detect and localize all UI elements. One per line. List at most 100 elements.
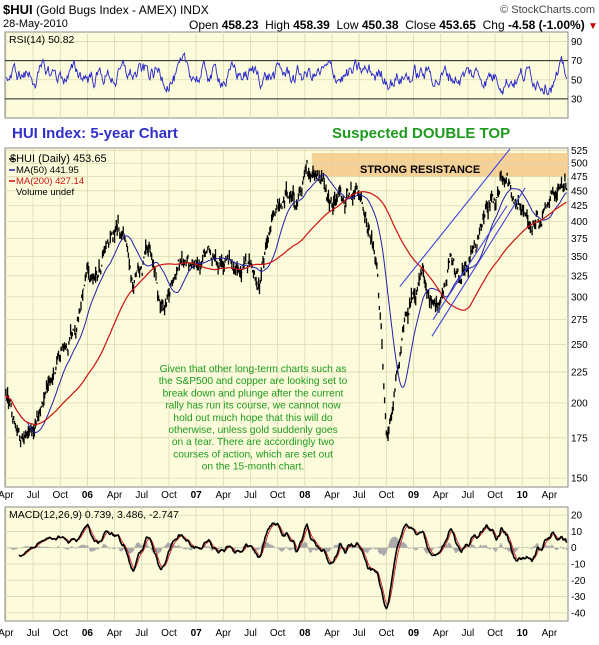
rsi-ytick-label: 70 (571, 56, 583, 67)
price-bars-series (5, 159, 568, 448)
price-ytick-label: 225 (571, 368, 588, 379)
macd-ytick-label: -40 (571, 608, 586, 619)
macd-ytick-label: -10 (571, 560, 586, 571)
macd-ytick-label: 0 (571, 543, 577, 554)
macd-xtick-label: Jul (27, 628, 40, 639)
macd-xtick-label: 07 (191, 628, 203, 639)
macd-line (18, 522, 568, 610)
price-xtick-label: Apr (0, 490, 14, 501)
rsi-ytick-label: 50 (571, 75, 583, 86)
watermark: © StockCharts.com (500, 4, 595, 16)
macd-xtick-label: Apr (324, 628, 340, 639)
price-xtick-label: Jul (353, 490, 366, 501)
price-xtick-label: Apr (433, 490, 449, 501)
macd-xtick-label: Oct (487, 628, 503, 639)
price-xtick-label: Jul (244, 490, 257, 501)
price-ytick-label: 425 (571, 201, 588, 212)
double-top-annotation: Suspected DOUBLE TOP (332, 125, 510, 142)
price-xtick-label: Apr (542, 490, 558, 501)
macd-ytick-label: 10 (571, 527, 583, 538)
price-panel-bg (4, 147, 569, 488)
commentary-line: courses of action, which are set out (173, 449, 333, 460)
price-legend-entry: MA(50) 441.95 (16, 165, 79, 176)
rsi-ytick-label: 90 (571, 37, 583, 48)
macd-xtick-label: Jul (135, 628, 148, 639)
commentary-line: rally has run its course, we cannot now (165, 401, 341, 412)
price-legend-entry: MA(200) 427.14 (16, 176, 84, 187)
chart-annotation-title: HUI Index: 5-year Chart (12, 125, 178, 142)
commentary-line: hold out much hope that this will do (173, 413, 332, 424)
macd-xtick-label: 08 (299, 628, 311, 639)
commentary-line: break down and plunge after the current (163, 388, 344, 399)
price-ytick-label: 250 (571, 340, 588, 351)
macd-xtick-label: Oct (52, 628, 68, 639)
commentary-line: on a tear. There are accordingly two (172, 437, 335, 448)
price-ytick-label: 500 (571, 159, 588, 170)
macd-xtick-label: Apr (0, 628, 14, 639)
macd-xtick-label: Jul (244, 628, 257, 639)
price-ytick-label: 175 (571, 433, 588, 444)
macd-ytick-label: -20 (571, 576, 586, 587)
macd-xtick-label: Jul (461, 628, 474, 639)
chg-label: Chg (482, 18, 505, 32)
macd-ytick-label: -30 (571, 592, 586, 603)
price-ytick-label: 450 (571, 186, 588, 197)
commentary-line: Given that other long-term charts such a… (160, 364, 347, 375)
low-value: 450.38 (361, 18, 399, 32)
price-ytick-label: 275 (571, 315, 588, 326)
price-ytick-label: 375 (571, 234, 588, 245)
rsi-ytick-label: 30 (571, 94, 583, 105)
macd-xtick-label: Apr (107, 628, 123, 639)
price-ytick-label: 325 (571, 271, 588, 282)
trend-line-2 (431, 187, 526, 337)
ma200-line (5, 191, 567, 426)
price-xtick-label: Apr (107, 490, 123, 501)
macd-xtick-label: Apr (433, 628, 449, 639)
price-xtick-label: Oct (487, 490, 503, 501)
open-label: Open (189, 18, 219, 32)
price-xtick-label: Oct (161, 490, 177, 501)
price-ytick-label: 400 (571, 217, 588, 228)
macd-xtick-label: Apr (216, 628, 232, 639)
price-xtick-label: Oct (52, 490, 68, 501)
close-label: Close (405, 18, 436, 32)
price-ytick-label: 150 (571, 474, 588, 485)
chart-date: 28-May-2010 (3, 18, 68, 30)
price-xtick-label: 09 (408, 490, 420, 501)
macd-ytick-label: 20 (571, 511, 583, 522)
price-ytick-label: 475 (571, 172, 588, 183)
price-ytick-label: 350 (571, 252, 588, 263)
chg-value: -4.58 (-1.00%) (507, 18, 585, 32)
price-xtick-label: Oct (379, 490, 395, 501)
price-xtick-label: 10 (517, 490, 529, 501)
rsi-line (5, 52, 568, 96)
chart-header: $HUI (Gold Bugs Index - AMEX) INDX (3, 2, 209, 17)
price-ytick-label: 525 (571, 146, 588, 157)
symbol: $HUI (3, 2, 33, 17)
price-xtick-label: Jul (461, 490, 474, 501)
price-xtick-label: 08 (299, 490, 311, 501)
index-name: (Gold Bugs Index - AMEX) INDX (35, 3, 209, 17)
price-legend-entry: Volume undef (16, 187, 74, 198)
macd-xtick-label: Jul (353, 628, 366, 639)
price-xtick-label: Apr (324, 490, 340, 501)
trend-line-1 (399, 148, 511, 287)
macd-xtick-label: Oct (379, 628, 395, 639)
macd-xtick-label: 09 (408, 628, 420, 639)
resistance-label: STRONG RESISTANCE (360, 164, 480, 176)
macd-xtick-label: Apr (542, 628, 558, 639)
macd-xtick-label: Oct (161, 628, 177, 639)
macd-title: MACD(12,26,9) 0.739, 3.486, -2.747 (9, 509, 179, 521)
commentary-line: otherwise, unless gold suddenly goes (168, 425, 337, 436)
price-ytick-label: 300 (571, 292, 588, 303)
price-ytick-label: 200 (571, 398, 588, 409)
high-value: 458.39 (293, 18, 330, 32)
low-label: Low (336, 18, 359, 32)
rsi-title: RSI(14) 50.82 (9, 34, 75, 46)
open-value: 458.23 (221, 18, 259, 32)
macd-xtick-label: 06 (82, 628, 94, 639)
price-xtick-label: 06 (82, 490, 94, 501)
commentary-line: on the 15-month chart. (202, 462, 305, 473)
macd-xtick-label: Oct (270, 628, 286, 639)
